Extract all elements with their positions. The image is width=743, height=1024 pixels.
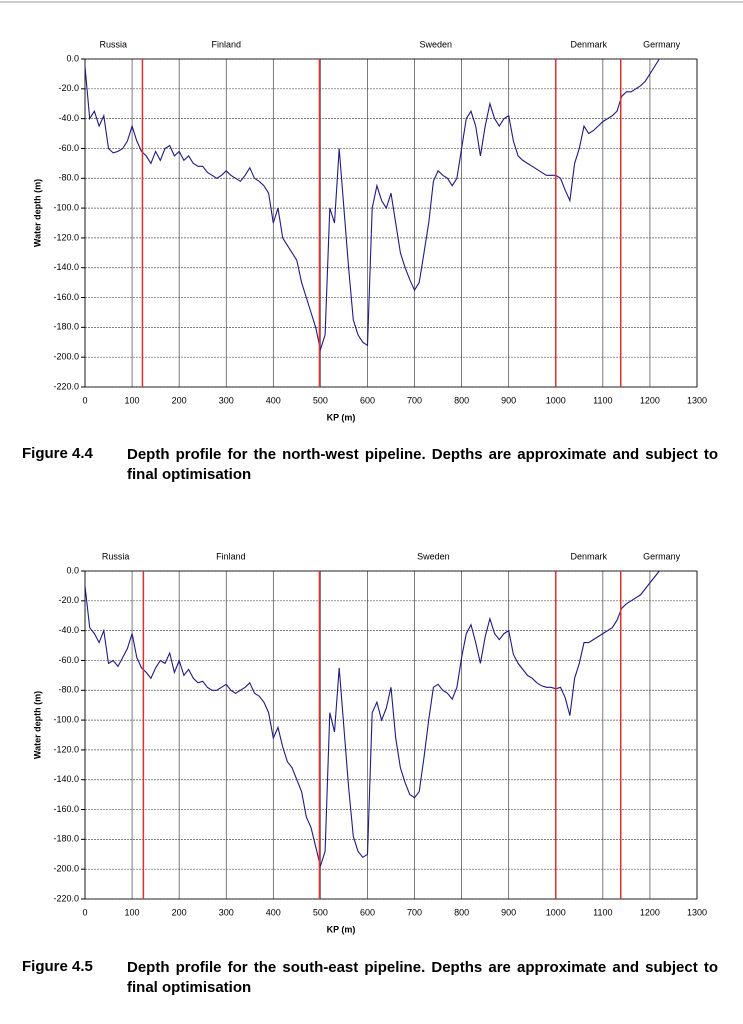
- x-tick-label: 300: [219, 395, 234, 405]
- y-tick-label: -160.0: [53, 292, 79, 302]
- y-tick-label: -120.0: [53, 232, 79, 242]
- region-label: Denmark: [570, 39, 607, 49]
- y-tick-label: -100.0: [53, 714, 79, 724]
- x-tick-label: 1300: [687, 907, 707, 917]
- top-rule: [0, 1, 743, 3]
- region-label: Germany: [643, 39, 681, 49]
- x-tick-label: 1100: [593, 907, 612, 917]
- y-tick-label: -60.0: [58, 655, 79, 665]
- chart: 0.0 -20.0 -40.0 -60.0 -80.0 -100.0 -120.0 -140.…: [32, 39, 707, 422]
- x-tick-label: 700: [407, 395, 422, 405]
- figure-caption: Depth profile for the south-east pipelin…: [127, 959, 718, 996]
- y-tick-label: -140.0: [53, 262, 79, 272]
- y-tick-label: -40.0: [58, 625, 79, 635]
- x-axis-label: KP (m): [327, 412, 356, 422]
- x-tick-label: 1200: [640, 395, 660, 405]
- chart: 0.0 -20.0 -40.0 -60.0 -80.0 -100.0 -120.0 -140.…: [32, 551, 707, 934]
- y-tick-label: -220.0: [53, 381, 79, 391]
- x-tick-label: 800: [454, 907, 469, 917]
- y-tick-label: -100.0: [53, 202, 79, 212]
- x-tick-label: 1000: [546, 907, 566, 917]
- x-tick-label: 900: [501, 907, 516, 917]
- x-tick-label: 800: [454, 395, 469, 405]
- x-tick-label: 500: [313, 907, 328, 917]
- y-tick-label: -60.0: [58, 143, 79, 153]
- region-label: Finland: [216, 551, 246, 561]
- y-tick-label: -180.0: [53, 834, 79, 844]
- plot-frame: [84, 570, 698, 900]
- y-tick-label: -120.0: [53, 744, 79, 754]
- y-tick-label: -180.0: [53, 322, 79, 332]
- y-axis-label: Water depth (m): [32, 691, 42, 759]
- x-tick-label: 500: [313, 395, 328, 405]
- depth-line: [84, 570, 660, 869]
- y-tick-label: -40.0: [58, 113, 79, 123]
- x-tick-label: 1000: [546, 395, 566, 405]
- x-tick-label: 0: [82, 907, 87, 917]
- y-tick-label: 0.0: [66, 53, 79, 63]
- y-tick-label: -80.0: [58, 173, 79, 183]
- y-tick-label: -200.0: [53, 352, 79, 362]
- y-tick-label: -200.0: [53, 864, 79, 874]
- y-tick-label: -140.0: [53, 774, 79, 784]
- region-label: Sweden: [419, 39, 452, 49]
- x-tick-label: 200: [172, 907, 187, 917]
- region-label: Russia: [102, 551, 130, 561]
- plot-frame: [84, 58, 698, 388]
- y-tick-label: 0.0: [66, 565, 79, 575]
- x-tick-label: 900: [501, 395, 516, 405]
- y-tick-label: -220.0: [53, 893, 79, 903]
- x-tick-label: 1200: [640, 907, 660, 917]
- x-tick-label: 400: [266, 907, 281, 917]
- x-tick-label: 200: [172, 395, 187, 405]
- x-tick-label: 700: [407, 907, 422, 917]
- y-axis-label: Water depth (m): [32, 179, 42, 247]
- depth-line: [84, 58, 660, 352]
- region-label: Sweden: [417, 551, 450, 561]
- x-tick-label: 0: [82, 395, 87, 405]
- x-tick-label: 100: [125, 395, 140, 405]
- y-tick-label: -80.0: [58, 685, 79, 695]
- x-tick-label: 100: [125, 907, 140, 917]
- x-tick-label: 300: [219, 907, 234, 917]
- x-axis-label: KP (m): [327, 924, 356, 934]
- figure-label: Figure 4.5: [22, 958, 93, 975]
- x-tick-label: 600: [360, 395, 375, 405]
- y-tick-label: -20.0: [58, 595, 79, 605]
- y-tick-label: -20.0: [58, 83, 79, 93]
- region-label: Finland: [211, 39, 241, 49]
- x-tick-label: 1300: [687, 395, 707, 405]
- x-tick-label: 400: [266, 395, 281, 405]
- region-label: Russia: [99, 39, 127, 49]
- y-tick-label: -160.0: [53, 804, 79, 814]
- x-tick-label: 1100: [593, 395, 612, 405]
- x-tick-label: 600: [360, 907, 375, 917]
- region-label: Denmark: [570, 551, 607, 561]
- figure-label: Figure 4.4: [22, 445, 93, 462]
- figure-caption: Depth profile for the north-west pipelin…: [127, 446, 718, 483]
- region-label: Germany: [643, 551, 681, 561]
